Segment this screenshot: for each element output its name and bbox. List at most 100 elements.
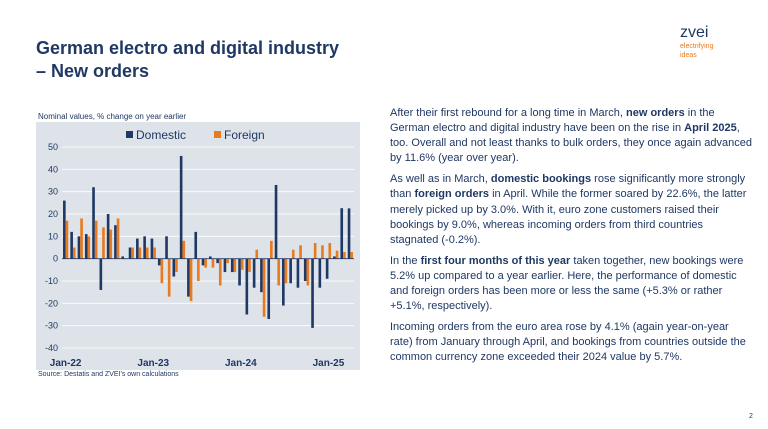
bar-domestic — [99, 258, 103, 290]
bar-foreign — [277, 258, 280, 286]
x-tick-label: Jan-24 — [225, 358, 257, 369]
bar-domestic — [179, 155, 183, 259]
zvei-logo: zvei electrifying ideas — [680, 24, 740, 60]
bar-domestic — [238, 258, 241, 286]
bar-domestic — [230, 258, 234, 273]
y-tick-label: -10 — [45, 276, 58, 286]
bar-domestic — [92, 187, 95, 259]
bar-foreign — [94, 220, 98, 259]
paragraph-1: After their first rebound for a long tim… — [390, 107, 753, 165]
bar-foreign — [197, 258, 200, 281]
bar-foreign — [175, 258, 178, 273]
y-tick-label: 40 — [48, 164, 58, 174]
bar-domestic — [84, 234, 88, 259]
bar-domestic — [136, 238, 139, 259]
y-tick-label: 50 — [48, 142, 58, 152]
bar-foreign — [204, 258, 207, 268]
bar-domestic — [289, 258, 292, 284]
legend-label-domestic: Domestic — [136, 128, 186, 142]
bar-domestic — [267, 258, 271, 319]
bar-domestic — [216, 258, 219, 264]
bar-domestic — [201, 258, 205, 266]
bar-foreign — [87, 236, 91, 259]
bar-domestic — [296, 258, 300, 288]
bar-domestic — [223, 258, 227, 273]
logo-tagline-1: electrifying — [680, 43, 714, 50]
bar-domestic — [194, 231, 198, 259]
paragraph-2: As well as in March, domestic bookings r… — [390, 173, 747, 246]
bar-foreign — [284, 258, 288, 284]
bar-foreign — [80, 218, 83, 259]
bar-foreign — [167, 258, 171, 297]
bar-foreign — [240, 258, 244, 270]
bar-foreign — [182, 240, 186, 259]
bar-foreign — [160, 258, 164, 284]
bar-domestic — [252, 258, 256, 288]
bar-foreign — [72, 247, 76, 259]
legend-label-foreign: Foreign — [224, 128, 265, 142]
bar-domestic — [318, 258, 322, 288]
y-tick-label: 20 — [48, 209, 58, 219]
bar-foreign — [299, 245, 302, 259]
bar-foreign — [262, 258, 266, 317]
y-tick-label: -30 — [45, 321, 58, 331]
bar-foreign — [255, 249, 259, 259]
bar-foreign — [153, 247, 156, 259]
bar-domestic — [340, 208, 344, 259]
bar-foreign — [138, 247, 142, 259]
bar-domestic — [106, 214, 110, 259]
x-tick-label: Jan-22 — [50, 358, 82, 369]
page-title: German electro and digital industry — [36, 38, 340, 58]
bar-domestic — [333, 256, 336, 259]
bar-domestic — [165, 236, 168, 259]
y-tick-label: 10 — [48, 231, 58, 241]
bar-domestic — [150, 238, 154, 259]
bar-domestic — [209, 256, 212, 259]
chart-note: Nominal values, % change on year earlier — [38, 112, 187, 121]
bar-domestic — [187, 258, 190, 297]
bar-domestic — [325, 258, 329, 279]
bar-domestic — [172, 258, 176, 277]
bar-foreign — [233, 258, 237, 273]
logo-word: zvei — [680, 24, 709, 41]
bar-foreign — [248, 258, 251, 273]
bar-domestic — [157, 258, 161, 266]
bar-foreign — [291, 249, 295, 259]
bar-domestic — [77, 236, 81, 259]
bar-foreign — [218, 258, 222, 286]
bar-foreign — [328, 243, 332, 259]
bar-domestic — [274, 184, 278, 259]
x-tick-label: Jan-23 — [137, 358, 169, 369]
logo-tagline-2: ideas — [680, 52, 697, 59]
legend-swatch-foreign — [214, 131, 221, 138]
commentary: After their first rebound for a long tim… — [390, 106, 752, 372]
bar-domestic — [128, 247, 132, 259]
bar-foreign — [343, 251, 346, 259]
bar-foreign — [189, 258, 193, 302]
paragraph-4: Incoming orders from the euro area rose … — [390, 321, 746, 364]
bar-domestic — [114, 225, 117, 259]
bar-foreign — [65, 220, 69, 259]
bar-foreign — [321, 245, 324, 259]
chart-area: 50 40 30 20 10 0 -10 -20 -30 -40 Jan-22 Jan-23 Jan-2… — [36, 122, 360, 370]
bar-foreign — [350, 251, 353, 259]
bar-domestic — [282, 258, 285, 306]
bar-foreign — [102, 227, 105, 259]
bar-foreign — [109, 229, 113, 259]
new-orders-chart: 50 40 30 20 10 0 -10 -20 -30 -40 Jan-22 Jan-23 Jan-2… — [45, 128, 354, 369]
y-tick-label: 0 — [53, 254, 58, 264]
bar-domestic — [245, 258, 249, 315]
bar-domestic — [347, 208, 351, 259]
y-tick-label: -40 — [45, 343, 58, 353]
bar-foreign — [131, 247, 134, 259]
bar-domestic — [260, 258, 263, 293]
bar-foreign — [306, 258, 310, 286]
x-tick-label: Jan-25 — [313, 358, 345, 369]
bar-domestic — [70, 231, 73, 259]
bar-foreign — [335, 250, 339, 259]
bar-domestic — [311, 258, 314, 328]
page-number: 2 — [749, 413, 753, 420]
bar-domestic — [303, 258, 307, 281]
bar-foreign — [226, 258, 229, 264]
bar-domestic — [63, 200, 66, 259]
